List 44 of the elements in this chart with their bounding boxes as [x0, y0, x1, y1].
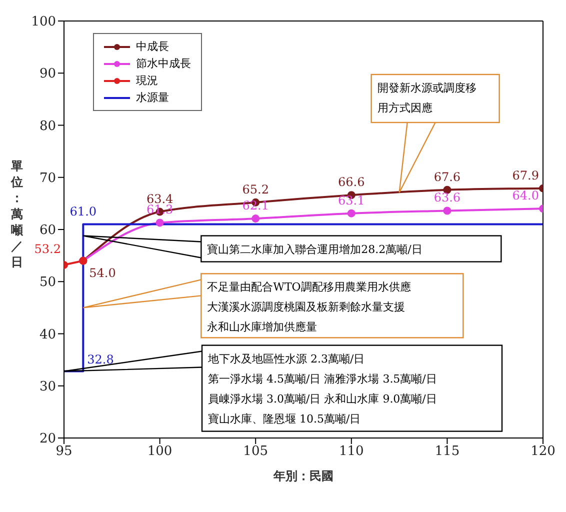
y-tick-label: 80	[39, 118, 56, 134]
y-tick-label: 40	[39, 327, 56, 342]
legend-label: 現況	[136, 73, 158, 88]
data-label: 53.2	[34, 242, 61, 256]
y-tick-label: 50	[39, 275, 56, 290]
data-label: 32.8	[87, 352, 114, 366]
y-tick-label: 30	[39, 379, 56, 394]
x-tick-label: 100	[147, 444, 172, 460]
data-label: 54.0	[89, 266, 116, 280]
point	[347, 209, 356, 218]
y-tick-label: 20	[39, 432, 56, 447]
data-label: 63.6	[434, 190, 461, 205]
x-tick-label: 95	[56, 444, 72, 460]
y-axis-title: 單位：萬噸／日	[10, 158, 24, 270]
x-tick-label: 115	[434, 444, 460, 460]
annotation: 員崠淨水場 3.0萬噸/日 永和山水庫 9.0萬噸/日	[208, 392, 437, 406]
annotation: 不足量由配合WTO調配移用農業用水供應大漢溪水源調度桃園及板新剩餘水量支援永和山水庫增加供應量	[207, 280, 411, 334]
data-label: 64.0	[512, 188, 539, 203]
annotation: 第一淨水場 4.5萬噸/日 湳雅淨水場 3.5萬噸/日	[208, 372, 437, 386]
legend-label: 水源量	[136, 90, 169, 105]
point	[156, 218, 164, 227]
data-label: 63.4	[146, 192, 174, 206]
data-label: 61.0	[70, 204, 97, 218]
point	[443, 206, 452, 215]
annotation: 寶山第二水庫加入聯合運用增加28.2萬噸/日	[207, 242, 422, 256]
data-label: 63.1	[338, 193, 365, 208]
legend-label: 中成長	[136, 39, 169, 54]
point	[252, 214, 260, 223]
data-label: 67.9	[512, 168, 539, 182]
y-tick-label: 60	[39, 223, 56, 238]
x-axis-title: 年別：民國	[272, 469, 334, 483]
y-tick-label: 100	[31, 14, 56, 30]
annotation: 地下水及地區性水源 2.3萬噸/日	[207, 352, 365, 366]
x-tick-label: 105	[243, 444, 268, 460]
annotation: 寶山水庫、隆恩堰 10.5萬噸/日	[208, 412, 361, 426]
legend-label: 節水中成長	[136, 56, 191, 71]
x-tick-label: 110	[338, 444, 364, 460]
y-tick-label: 70	[39, 170, 56, 186]
x-tick-label: 120	[530, 444, 556, 460]
data-label: 66.6	[338, 175, 365, 190]
data-label: 65.2	[242, 182, 269, 196]
data-label: 67.6	[434, 170, 461, 184]
y-tick-label: 90	[39, 66, 56, 82]
annotation: 開發新水源或調度移用方式因應	[377, 81, 476, 114]
